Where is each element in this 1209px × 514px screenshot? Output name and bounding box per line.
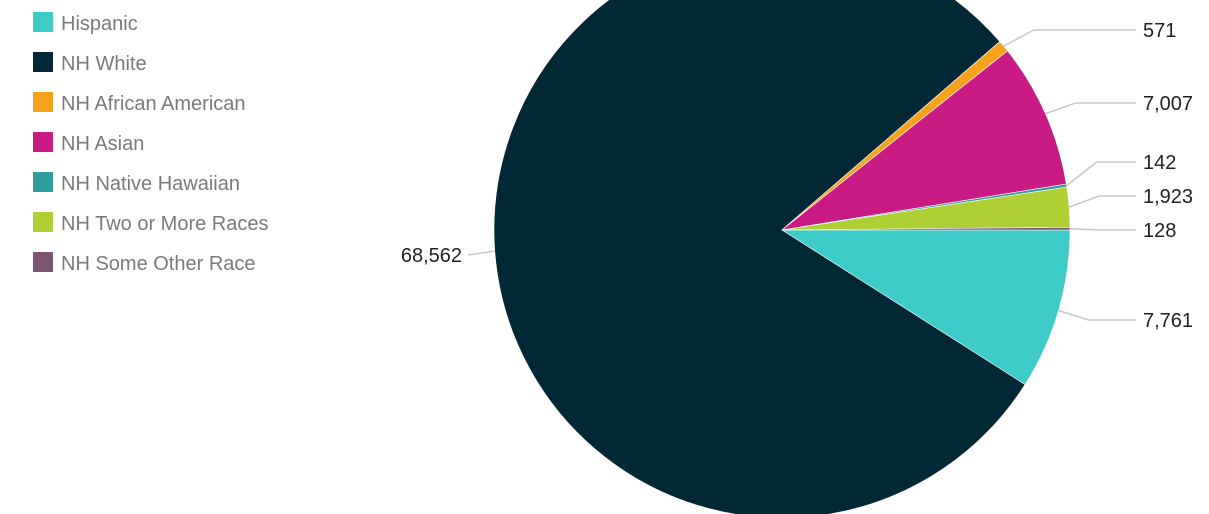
- legend-label: NH White: [61, 53, 147, 75]
- data-label-text: 68,562: [401, 245, 462, 267]
- data-labels: 7,761 68,562 571 7,007 142 1,923 128: [401, 20, 1193, 332]
- data-label-nh-asian: 7,007: [1045, 93, 1193, 115]
- legend-item-hispanic[interactable]: Hispanic: [33, 12, 138, 35]
- leader-line: [1069, 227, 1136, 231]
- legend-label: NH Some Other Race: [61, 253, 256, 275]
- data-label-nh-two-or-more-races: 1,923: [1068, 186, 1193, 208]
- leader-line: [1058, 309, 1136, 321]
- legend-label: NH African American: [61, 93, 246, 115]
- data-label-nh-white: 68,562: [401, 245, 495, 267]
- legend-swatch: [33, 132, 53, 152]
- legend-label: NH Two or More Races: [61, 213, 268, 235]
- legend-item-nh-some-other-race[interactable]: NH Some Other Race: [33, 252, 256, 275]
- leader-line: [1045, 102, 1136, 115]
- data-label-nh-some-other-race: 128: [1069, 220, 1176, 242]
- data-label-text: 571: [1143, 20, 1176, 42]
- legend-item-nh-native-hawaiian[interactable]: NH Native Hawaiian: [33, 172, 240, 195]
- legend-item-nh-asian[interactable]: NH Asian: [33, 132, 144, 155]
- chart-legend: Hispanic NH White NH African American NH As…: [33, 12, 268, 275]
- pie-slices: [493, 0, 1071, 514]
- data-label-nh-african-american: 571: [1003, 20, 1176, 47]
- legend-swatch: [33, 212, 53, 232]
- leader-line: [1003, 29, 1136, 47]
- legend-swatch: [33, 92, 53, 112]
- data-label-text: 7,007: [1143, 93, 1193, 115]
- pie-slice-nh-asian[interactable]: [780, 50, 1067, 231]
- data-label-text: 1,923: [1143, 186, 1193, 208]
- leader-line: [467, 250, 495, 256]
- legend-item-nh-african-american[interactable]: NH African American: [33, 92, 246, 115]
- data-label-nh-native-hawaiian: 142: [1066, 152, 1176, 187]
- legend-swatch: [33, 172, 53, 192]
- data-label-text: 7,761: [1143, 310, 1193, 332]
- leader-line: [1068, 195, 1136, 208]
- leader-line: [1066, 161, 1136, 187]
- legend-label: Hispanic: [61, 13, 138, 35]
- data-label-text: 128: [1143, 220, 1176, 242]
- legend-swatch: [33, 52, 53, 72]
- data-label-hispanic: 7,761: [1058, 309, 1193, 332]
- legend-swatch: [33, 252, 53, 272]
- legend-label: NH Asian: [61, 133, 144, 155]
- legend-label: NH Native Hawaiian: [61, 173, 240, 195]
- data-label-text: 142: [1143, 152, 1176, 174]
- legend-item-nh-two-or-more-races[interactable]: NH Two or More Races: [33, 212, 268, 235]
- legend-swatch: [33, 12, 53, 32]
- pie-slice-nh-some-other-race[interactable]: [781, 227, 1071, 231]
- legend-item-nh-white[interactable]: NH White: [33, 52, 147, 75]
